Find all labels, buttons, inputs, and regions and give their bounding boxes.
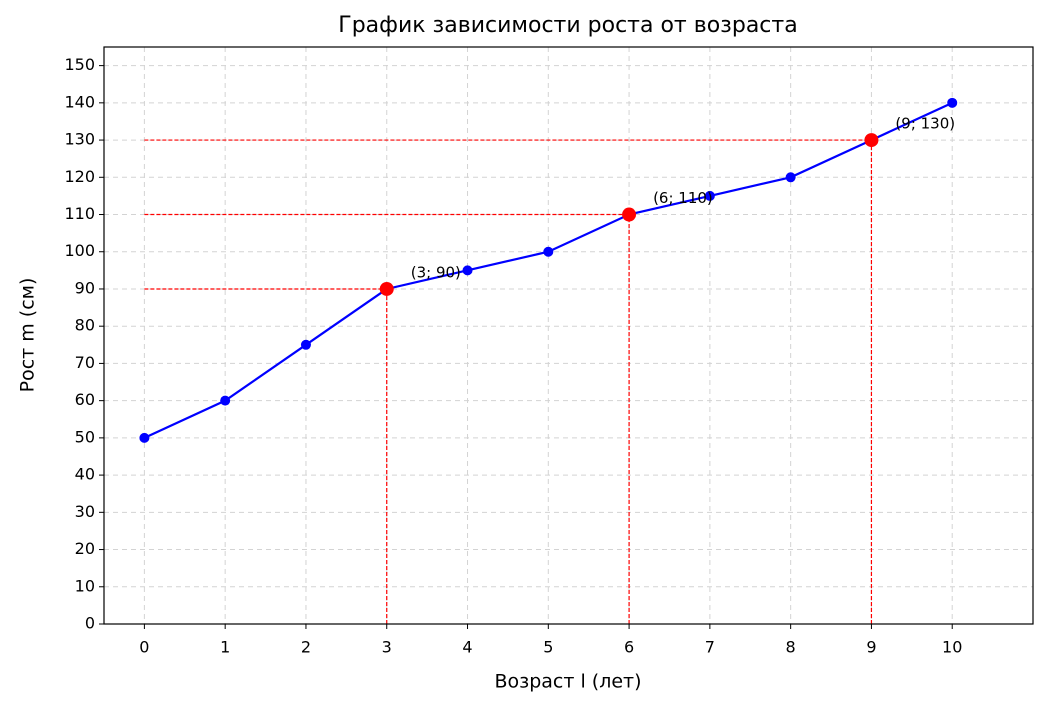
- annotation: (6; 110): [653, 189, 713, 207]
- y-tick-label: 30: [75, 502, 95, 521]
- data-point: [139, 432, 150, 443]
- x-tick-label: 4: [462, 638, 472, 657]
- data-point: [543, 246, 554, 257]
- y-tick-label: 10: [75, 576, 95, 595]
- x-tick-label: 3: [382, 638, 392, 657]
- y-tick-label: 80: [75, 316, 95, 335]
- x-tick-label: 1: [220, 638, 230, 657]
- data-point: [704, 190, 715, 201]
- x-tick-label: 10: [942, 638, 962, 657]
- y-tick-label: 0: [85, 614, 95, 633]
- x-tick-label: 6: [624, 638, 634, 657]
- data-point: [785, 172, 796, 183]
- y-tick-label: 100: [64, 241, 95, 260]
- y-tick-label: 110: [64, 204, 95, 223]
- data-point: [462, 265, 473, 276]
- annotation: (9; 130): [895, 115, 955, 133]
- highlight-point: [622, 207, 637, 222]
- y-tick-label: 50: [75, 427, 95, 446]
- y-tick-label: 150: [64, 55, 95, 74]
- chart-title: График зависимости роста от возраста: [338, 13, 797, 38]
- x-tick-label: 9: [866, 638, 876, 657]
- x-axis-label: Возраст l (лет): [494, 671, 641, 693]
- highlight-point: [379, 281, 394, 296]
- x-tick-label: 7: [705, 638, 715, 657]
- x-tick-label: 5: [543, 638, 553, 657]
- y-tick-label: 120: [64, 167, 95, 186]
- annotation: (3; 90): [411, 263, 461, 281]
- data-point: [220, 395, 231, 406]
- y-axis-label: Рост m (см): [17, 278, 39, 393]
- y-tick-label: 20: [75, 539, 95, 558]
- x-tick-label: 2: [301, 638, 311, 657]
- plot-frame: [103, 46, 1034, 625]
- y-tick-label: 140: [64, 92, 95, 111]
- y-tick-label: 130: [64, 130, 95, 149]
- x-tick-label: 8: [786, 638, 796, 657]
- y-tick-label: 60: [75, 390, 95, 409]
- highlight-point: [864, 133, 879, 148]
- data-point: [947, 97, 958, 108]
- y-tick-label: 70: [75, 353, 95, 372]
- y-tick-label: 90: [75, 278, 95, 297]
- y-tick-label: 40: [75, 465, 95, 484]
- data-point: [300, 339, 311, 350]
- x-tick-label: 0: [139, 638, 149, 657]
